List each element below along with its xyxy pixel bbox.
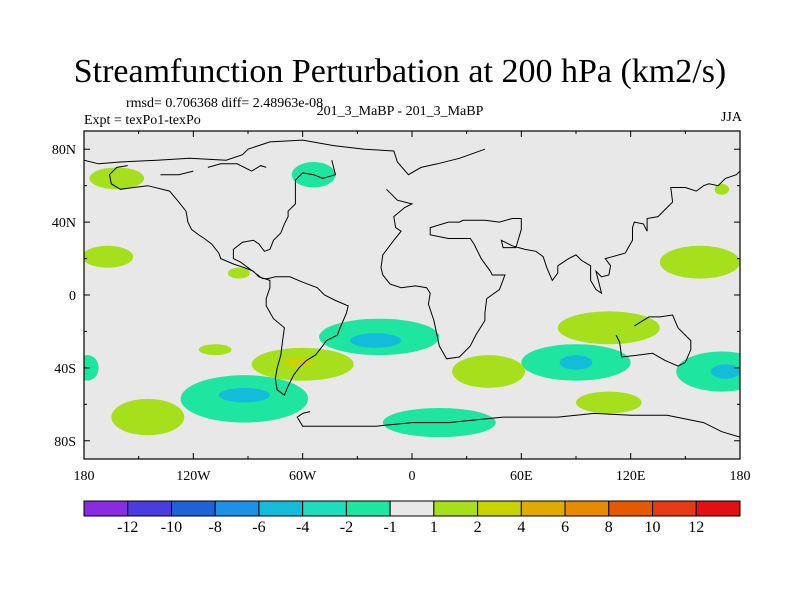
- colorbar-bin: [258, 500, 304, 517]
- colorbar-label: -8: [209, 519, 222, 536]
- colorbar-bin: [608, 500, 654, 517]
- colorbar-bin: [695, 500, 741, 517]
- anomaly-pos-f: [557, 311, 660, 345]
- anomaly-pos-g: [198, 344, 232, 356]
- colorbar-label: 4: [517, 519, 525, 536]
- colorbar-bin: [214, 500, 260, 517]
- colorbar-bin: [520, 500, 566, 517]
- anomaly-pos-j: [111, 398, 185, 436]
- colorbar-label: 2: [474, 519, 482, 536]
- colorbar-label: -10: [161, 519, 182, 536]
- anomaly-pos-k: [576, 391, 642, 414]
- x-tick-label: 180: [74, 469, 95, 484]
- x-tick-label: 60W: [289, 469, 317, 484]
- y-tick-label: 40S: [54, 362, 76, 377]
- y-tick-label: 80N: [52, 143, 76, 158]
- anomaly-pos-d: [659, 245, 740, 279]
- coastline-3: [615, 314, 692, 367]
- chart-title: Streamfunction Perturbation at 200 hPa (…: [73, 53, 727, 90]
- colorbar-label: 1: [430, 519, 438, 536]
- colorbar-label: 6: [561, 519, 569, 536]
- run-label: 201_3_MaBP - 201_3_MaBP: [316, 104, 484, 119]
- y-tick-label: 40N: [52, 216, 76, 231]
- colorbar-bin: [302, 500, 347, 517]
- anomaly-neg-e-core: [710, 364, 740, 379]
- y-tick-label: 80S: [54, 435, 76, 450]
- map-layer: [84, 139, 740, 438]
- anomaly-neg-f-core: [218, 387, 270, 403]
- anomaly-pos-b: [89, 167, 145, 190]
- colorbar-bin: [345, 500, 391, 517]
- coastline-4: [296, 411, 740, 438]
- anomaly-neg-c: [84, 355, 99, 381]
- coastline-0: [84, 139, 486, 176]
- x-tick-label: 120W: [176, 469, 211, 484]
- anomaly-pos-c: [84, 245, 134, 268]
- colorbar-label: -2: [340, 519, 353, 536]
- colorbar-bin: [170, 500, 216, 517]
- x-tick-label: 180: [730, 469, 751, 484]
- anomaly-neg-d-core: [559, 355, 593, 370]
- anomaly-pos-a: [714, 183, 730, 195]
- season-label: JJA: [720, 110, 742, 125]
- coastline-1: [108, 160, 349, 396]
- colorbar-bin: [433, 500, 479, 517]
- anomaly-neg-e: [676, 351, 740, 392]
- anomaly-pos-e: [227, 267, 250, 279]
- colorbar-label: 10: [645, 519, 661, 536]
- colorbar-bin: [564, 500, 610, 517]
- anomaly-pos-h-core: [284, 356, 314, 368]
- anomaly-pos-i: [452, 355, 525, 388]
- stats-label: rmsd= 0.706368 diff= 2.48963e-08: [126, 96, 324, 111]
- anomaly-neg-b-core: [350, 333, 402, 348]
- colorbar-label: 12: [688, 519, 704, 536]
- y-tick-label: 0: [69, 289, 76, 304]
- colorbar-bin: [389, 500, 435, 517]
- colorbar-label: -6: [252, 519, 265, 536]
- colorbar-bin: [83, 500, 129, 517]
- colorbar-label: -4: [296, 519, 309, 536]
- x-tick-label: 0: [409, 469, 416, 484]
- colorbar-label: -1: [383, 519, 396, 536]
- colorbar-label: 8: [605, 519, 613, 536]
- colorbar-label: -12: [117, 519, 138, 536]
- colorbar-bin: [477, 500, 522, 517]
- colorbar-bin: [127, 500, 172, 517]
- x-tick-label: 60E: [510, 469, 533, 484]
- coastline-2: [380, 170, 740, 360]
- colorbar-bin: [652, 500, 697, 517]
- coastline-5: [207, 163, 267, 172]
- experiment-label: Expt = texPo1-texPo: [84, 113, 201, 128]
- x-tick-label: 120E: [616, 469, 646, 484]
- coastline-6: [160, 170, 194, 176]
